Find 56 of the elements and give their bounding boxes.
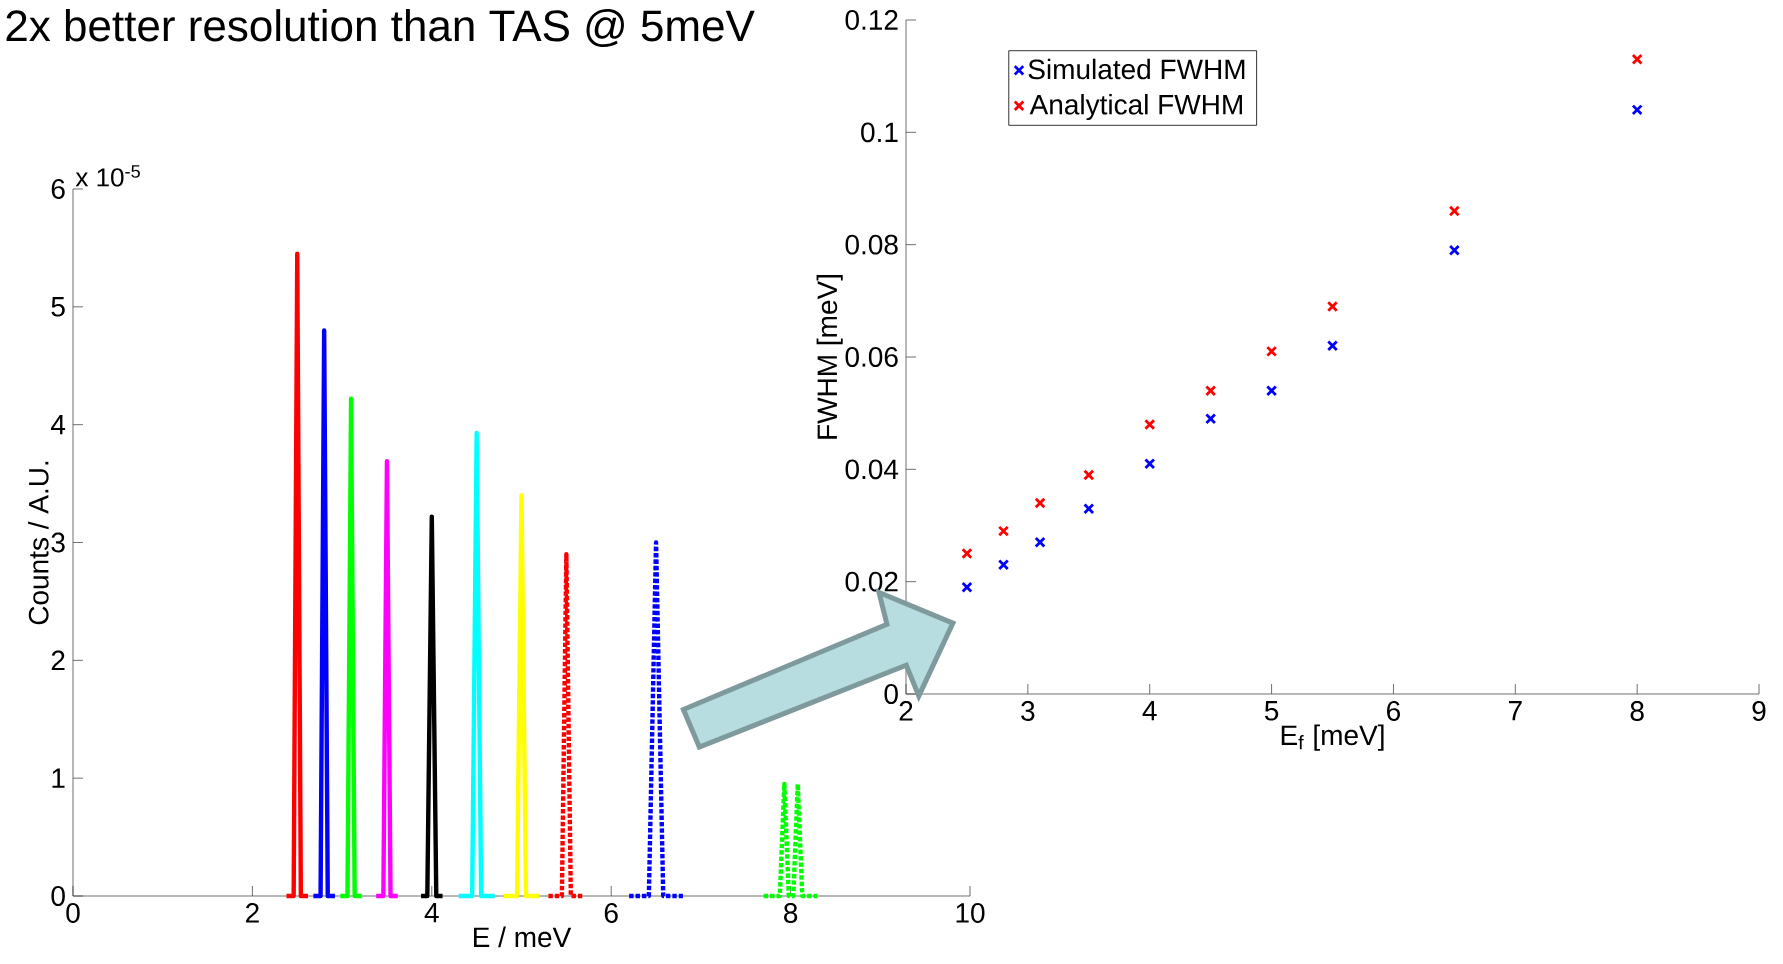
x-tick-label: 7 [1508,701,1522,721]
point [1448,244,1461,256]
point [997,559,1010,571]
y-tick-label: 0.1 [861,122,898,143]
y-tick-label: 0.02 [845,571,898,592]
x-axis-title: E$_{f}$ [meV] [1281,724,1384,751]
point [1265,385,1278,397]
x-tick-label: 9 [1752,701,1766,721]
x-tick-label: 0 [66,903,80,923]
text: x 10$^{-5}$ [75,165,140,187]
y-tick-label: 0.06 [845,347,898,367]
x-tick-label: 4 [424,903,439,923]
y-tick-label: 0.12 [845,10,898,30]
point [1326,300,1339,313]
y-axis-title: FWHM [meV] [816,275,843,439]
x-tick-label: 10 [956,903,985,923]
y-tick-label: 1 [52,768,65,788]
y-tick-label: 6 [51,179,65,199]
point [1144,418,1156,431]
point [1326,340,1339,352]
chart-title: 2x better resolution than TAS @ 5meV [6,9,755,48]
point [1448,205,1461,217]
x-tick-label: 5 [1264,701,1279,721]
point [1205,385,1217,397]
y-axis-title: Counts / A.U. [28,461,49,625]
point [961,547,973,560]
y-tick-label: 0 [51,886,65,906]
point [1083,503,1095,515]
y-tick-label: 4 [50,415,66,435]
x-tick-label: 3 [1021,701,1035,721]
point [1034,497,1046,509]
legend-label: Analytical FWHM [1029,94,1242,121]
x-tick-label: 2 [899,701,913,721]
point [1631,104,1643,116]
x-tick-label: 4 [1142,701,1157,721]
x-axis-title: E / meV [474,926,572,948]
point [1205,413,1217,425]
y-tick-label: 0.04 [845,459,899,480]
point [1083,469,1095,481]
point [1144,458,1156,470]
point [1265,345,1278,358]
point [1631,53,1643,65]
y-tick-label: 0 [884,684,898,704]
y-tick-label: 3 [51,532,65,553]
x-tick-label: 2 [246,903,259,923]
x-tick-label: 6 [1387,701,1400,721]
x-tick-label: 8 [784,903,798,923]
point [1034,536,1046,548]
y-tick-label: 5 [51,297,65,317]
legend-label: Simulated FWHM [1028,58,1245,80]
x-tick-label: 6 [604,903,618,923]
x-tick-label: 8 [1630,701,1644,721]
y-tick-label: 2 [51,650,65,671]
y-tick-label: 0.08 [845,234,898,255]
point [961,581,973,593]
point [997,525,1010,537]
